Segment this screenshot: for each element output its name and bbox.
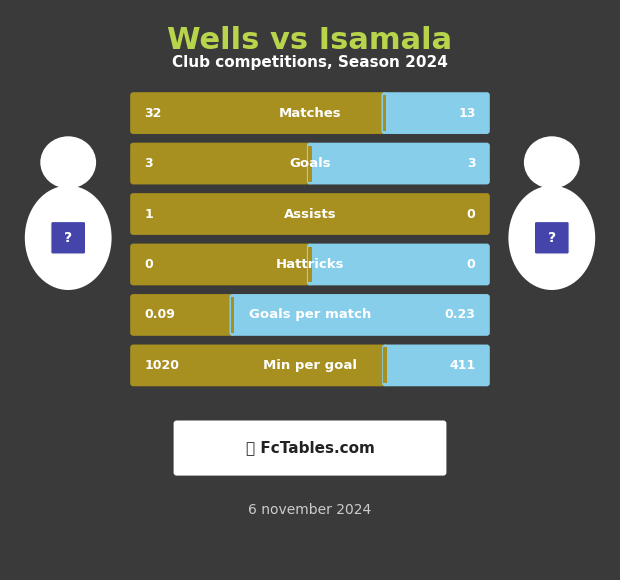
FancyBboxPatch shape [130, 193, 490, 235]
Bar [308, 246, 312, 282]
Bar [231, 297, 234, 333]
FancyBboxPatch shape [130, 143, 313, 184]
Text: 3: 3 [467, 157, 476, 170]
Text: 32: 32 [144, 107, 162, 119]
Text: Wells vs Isamala: Wells vs Isamala [167, 26, 453, 55]
FancyBboxPatch shape [51, 222, 86, 254]
Text: 13: 13 [458, 107, 476, 119]
Text: Assists: Assists [284, 208, 336, 220]
Ellipse shape [25, 186, 112, 290]
Text: ?: ? [547, 231, 556, 245]
FancyBboxPatch shape [130, 345, 388, 386]
FancyBboxPatch shape [307, 244, 490, 285]
FancyBboxPatch shape [381, 92, 490, 134]
Circle shape [524, 136, 580, 188]
FancyBboxPatch shape [382, 345, 490, 386]
Text: 3: 3 [144, 157, 153, 170]
Bar [383, 95, 386, 131]
Text: 6 november 2024: 6 november 2024 [249, 503, 371, 517]
Text: 0.09: 0.09 [144, 309, 175, 321]
Ellipse shape [508, 186, 595, 290]
FancyBboxPatch shape [534, 222, 569, 254]
Bar [308, 146, 312, 182]
Text: Club competitions, Season 2024: Club competitions, Season 2024 [172, 55, 448, 70]
FancyBboxPatch shape [130, 244, 313, 285]
FancyBboxPatch shape [130, 92, 388, 134]
Bar [383, 347, 387, 383]
Text: 0: 0 [144, 258, 153, 271]
Text: Goals: Goals [289, 157, 331, 170]
Text: 0.23: 0.23 [445, 309, 476, 321]
FancyBboxPatch shape [307, 143, 490, 184]
Text: Hattricks: Hattricks [276, 258, 344, 271]
FancyBboxPatch shape [229, 294, 490, 336]
Text: 📊 FcTables.com: 📊 FcTables.com [246, 440, 374, 455]
Text: ?: ? [64, 231, 73, 245]
Circle shape [40, 136, 96, 188]
FancyBboxPatch shape [174, 420, 446, 476]
Text: 0: 0 [467, 208, 476, 220]
Text: Min per goal: Min per goal [263, 359, 357, 372]
Text: 1: 1 [144, 208, 153, 220]
Text: 0: 0 [467, 258, 476, 271]
Text: Matches: Matches [278, 107, 342, 119]
Text: 1020: 1020 [144, 359, 179, 372]
Text: Goals per match: Goals per match [249, 309, 371, 321]
FancyBboxPatch shape [130, 294, 236, 336]
Text: 411: 411 [450, 359, 476, 372]
